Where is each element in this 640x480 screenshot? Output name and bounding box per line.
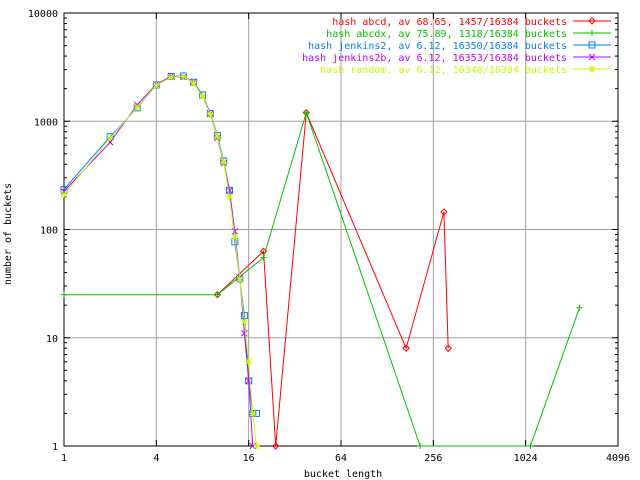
data-point [190,79,197,87]
data-point [152,81,160,89]
legend-label: hash jenkins2b, av 6.12, 16353/16384 buc… [302,53,567,64]
data-point [226,193,233,201]
data-point [179,72,187,80]
y-tick-label: 100 [40,226,58,237]
data-point [206,111,214,119]
legend: hash abcd, av 68.65, 1457/16384 bucketsh… [302,17,611,76]
x-tick-label: 16 [243,453,255,464]
legend-marker [588,53,596,61]
y-tick-label: 10000 [28,9,58,20]
data-point [253,442,260,450]
grid [64,13,618,446]
series-line [64,111,581,447]
legend-label: hash abcdx, av 75.89, 1318/16384 buckets [326,29,567,40]
y-tick-label: 1 [52,442,58,453]
series-line [63,75,257,414]
data-point [260,254,267,261]
x-tick-label: 256 [424,453,442,464]
data-point [214,291,221,298]
data-point [527,443,534,449]
series-line [63,75,254,447]
x-tick-label: 1 [61,453,67,464]
data-point [133,103,141,111]
series-line [217,112,449,447]
data-point [576,304,583,311]
legend-marker [588,41,596,49]
data-point [241,318,248,326]
data-point [302,108,310,117]
y-tick-label: 1000 [34,117,58,128]
legend-marker [588,17,596,25]
data-point [249,410,257,417]
series-5 [60,72,260,450]
data-point [60,188,68,195]
data-point [60,191,68,198]
data-point [236,275,244,283]
x-tick-label: 1024 [514,453,538,464]
data-point [417,443,424,449]
data-point [61,291,67,298]
data-point [199,92,206,100]
data-point [444,344,452,352]
series-line [63,75,257,447]
data-point [106,134,114,142]
data-point [226,186,233,194]
series-layer [60,72,583,450]
y-axis-label: number of buckets [3,183,14,285]
series-2 [61,109,583,449]
data-point [440,208,448,216]
data-point [231,228,239,235]
x-tick-label: 4096 [606,453,630,464]
legend-label: hash abcd, av 68.65, 1457/16384 buckets [332,17,567,28]
series-4 [60,72,257,450]
y-tick-label: 10 [46,334,58,345]
x-tick-label: 64 [335,453,347,464]
data-point [167,73,175,81]
data-point [271,442,280,450]
data-point [241,329,248,337]
series-3 [60,72,261,417]
legend-label: hash random, av 6.12, 16348/16384 bucket… [320,65,567,76]
data-point [220,158,228,166]
legend-label: hash jenkins2, av 6.12, 16350/16384 buck… [308,41,567,52]
legend-marker [588,65,596,73]
legend-marker [589,30,595,36]
x-axis-label: bucket length [304,469,382,480]
data-point [245,358,253,366]
x-tick-label: 4 [153,453,159,464]
axis-ticks: 1 4 16 64 256 1024 4096 1 10 100 1000 10000 [28,9,630,464]
data-point [214,133,221,141]
data-point [231,233,239,241]
data-point [402,344,410,352]
data-point [303,109,310,116]
